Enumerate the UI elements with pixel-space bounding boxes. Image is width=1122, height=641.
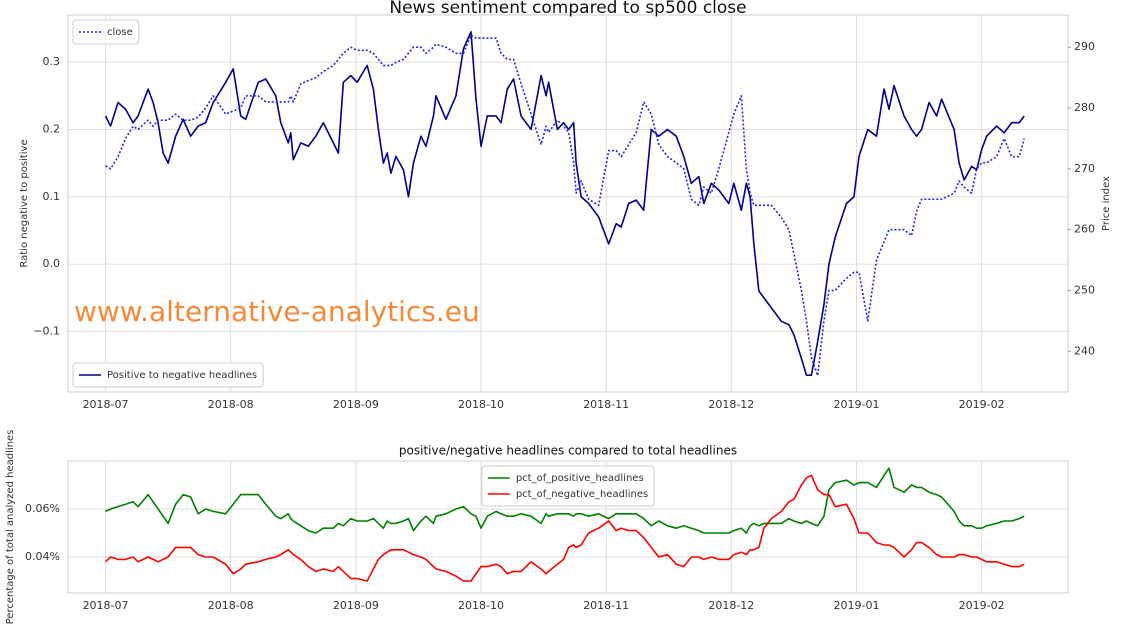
y2-tick-label: 260: [1074, 223, 1095, 236]
y2-tick-label: 240: [1074, 344, 1095, 357]
chart-title: News sentiment compared to sp500 close: [389, 0, 746, 18]
legend-label: pct_of_positive_headlines: [516, 473, 644, 484]
x-tick-label: 2019-01: [834, 398, 880, 411]
plot-area: [67, 14, 1069, 393]
y2-axis-label: Price index: [1101, 176, 1112, 231]
legend-box: [72, 362, 264, 388]
y-axis-label: Ratio negative to positive: [19, 139, 30, 267]
y-tick-label: 0.04%: [25, 550, 60, 563]
x-tick-label: 2018-08: [208, 398, 254, 411]
x-tick-label: 2018-09: [333, 599, 379, 612]
x-tick-label: 2019-02: [959, 599, 1005, 612]
y-axis-label: Percentage of total analyzed headlines: [5, 430, 16, 625]
series-line: [105, 467, 1025, 534]
chart-title: positive/negative headlines compared to …: [399, 444, 737, 458]
legend-label: pct_of_negative_headlines: [516, 489, 648, 500]
x-tick-label: 2018-07: [83, 398, 129, 411]
y-tick-label: 0.1: [43, 190, 61, 203]
series-line: [104, 31, 1025, 376]
x-tick-label: 2018-08: [208, 599, 254, 612]
series-line: [105, 34, 1025, 377]
y2-tick-label: 250: [1074, 283, 1095, 296]
x-tick-label: 2018-11: [583, 398, 629, 411]
x-tick-label: 2018-10: [458, 398, 504, 411]
y-tick-label: 0.0: [43, 257, 61, 270]
y-tick-label: 0.2: [43, 122, 61, 135]
x-tick-label: 2018-12: [708, 398, 754, 411]
y2-tick-label: 280: [1074, 101, 1095, 114]
legend: Positive to negative headlines: [72, 362, 264, 388]
legend: close: [72, 19, 140, 45]
x-tick-label: 2018-09: [333, 398, 379, 411]
y-tick-label: 0.06%: [25, 502, 60, 515]
legend-box: [481, 465, 655, 507]
legend: pct_of_positive_headlines pct_of_negative…: [481, 465, 655, 507]
watermark: www.alternative-analytics.eu: [74, 295, 480, 328]
x-tick-label: 2018-07: [83, 599, 129, 612]
y2-tick-label: 290: [1074, 40, 1095, 53]
x-tick-label: 2018-11: [583, 599, 629, 612]
x-tick-label: 2018-12: [708, 599, 754, 612]
x-tick-label: 2019-01: [834, 599, 880, 612]
x-tick-label: 2018-10: [458, 599, 504, 612]
series-line: [104, 474, 1025, 582]
legend-label: close: [107, 27, 133, 38]
y-tick-label: 0.3: [43, 55, 61, 68]
legend-box: [72, 19, 140, 45]
y2-tick-label: 270: [1074, 162, 1095, 175]
y-tick-label: −0.1: [33, 324, 60, 337]
legend-label: Positive to negative headlines: [107, 370, 257, 381]
x-tick-label: 2019-02: [959, 398, 1005, 411]
